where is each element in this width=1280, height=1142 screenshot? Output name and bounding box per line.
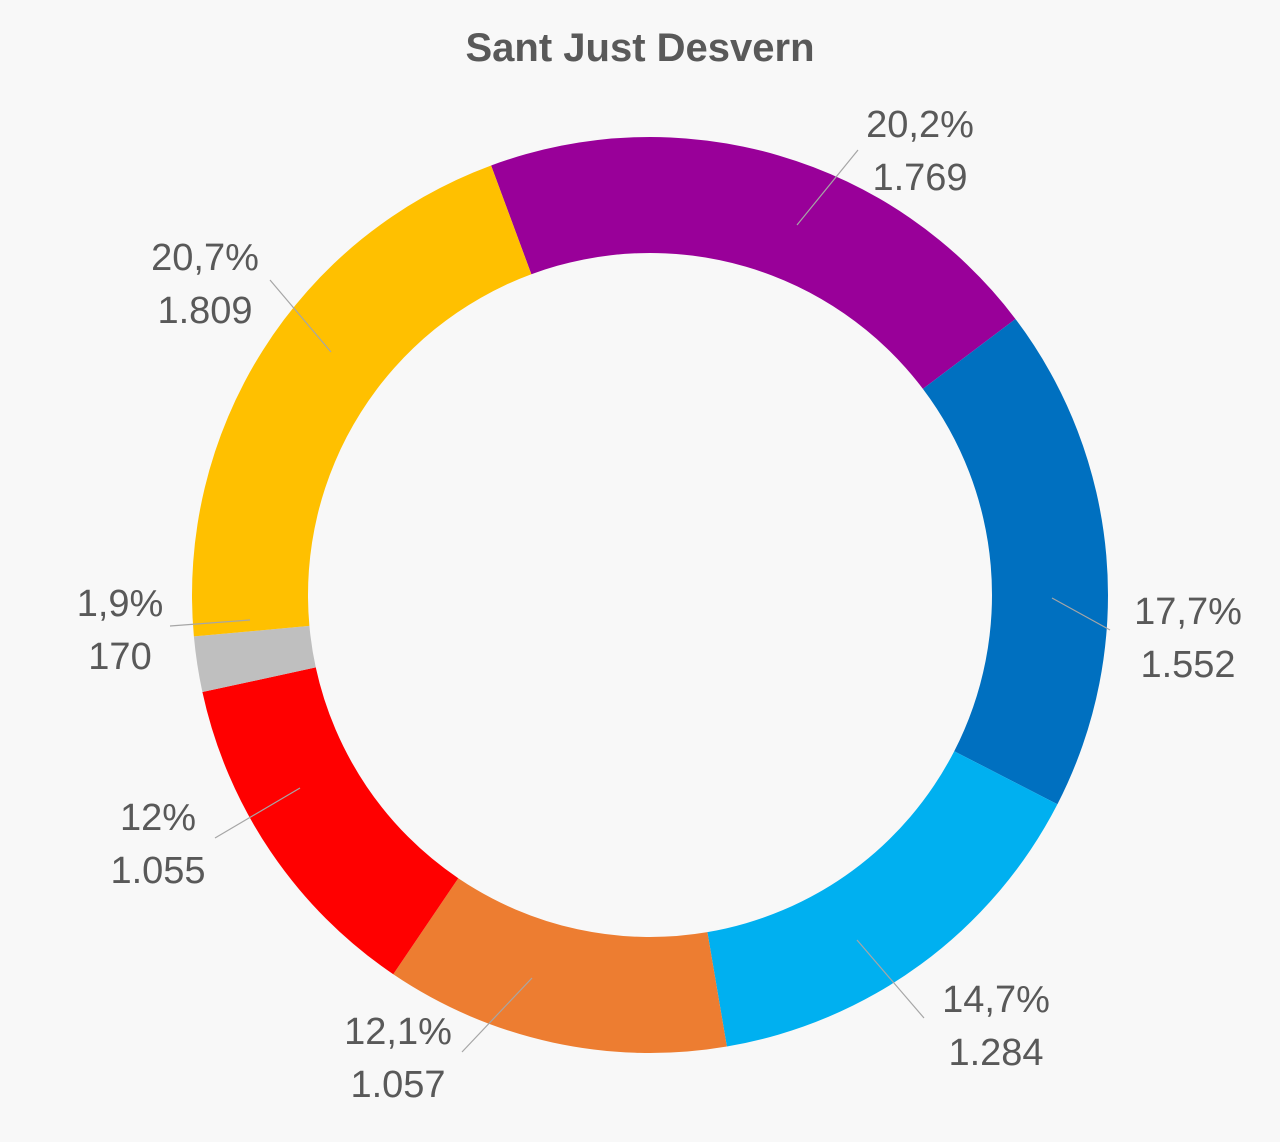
value-label-3: 1.284 (948, 1032, 1043, 1074)
percent-label-1: 20,2% (866, 104, 974, 146)
percent-label-6: 1,9% (77, 583, 164, 625)
leader-line-4 (461, 977, 533, 1053)
leader-line-5 (214, 787, 301, 839)
percent-label-5: 12% (120, 797, 196, 839)
donut-slice-3 (707, 751, 1058, 1047)
percent-label-7: 20,7% (151, 237, 259, 279)
donut-slice-7 (192, 165, 532, 637)
donut-slice-5 (202, 667, 459, 975)
percent-label-3: 14,7% (942, 979, 1050, 1021)
value-label-5: 1.055 (110, 850, 205, 892)
leader-line-1 (796, 149, 859, 226)
value-label-2: 1.552 (1140, 644, 1235, 686)
leader-line-7 (269, 279, 332, 353)
value-label-7: 1.809 (157, 290, 252, 332)
value-label-1: 1.769 (872, 157, 967, 199)
donut-slice-1 (491, 137, 1016, 389)
chart-title: Sant Just Desvern (465, 26, 815, 70)
value-label-6: 170 (88, 636, 151, 678)
value-label-4: 1.057 (350, 1064, 445, 1106)
percent-label-2: 17,7% (1134, 591, 1242, 633)
leader-line-2 (1051, 597, 1111, 631)
donut-slice-2 (922, 318, 1109, 805)
donut-slice-4 (393, 878, 727, 1054)
donut-slice-6 (193, 625, 316, 693)
leader-line-3 (856, 939, 925, 1019)
leader-line-6 (169, 619, 251, 627)
percent-label-4: 12,1% (344, 1011, 452, 1053)
